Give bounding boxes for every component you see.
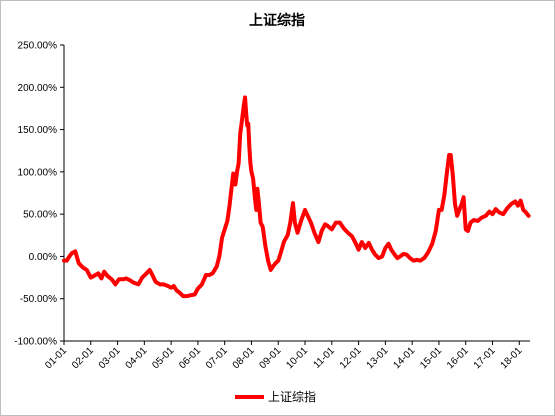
x-tick-label: 11-01: [312, 345, 338, 371]
x-tick-label: 18-01: [499, 345, 525, 371]
legend: 上证综指: [235, 389, 316, 404]
x-tick-label: 03-01: [97, 345, 123, 371]
x-tick-label: 06-01: [177, 345, 203, 371]
x-tick-label: 17-01: [472, 345, 498, 371]
y-tick-label: 250.00%: [18, 41, 58, 52]
series-group: [62, 95, 531, 299]
x-tick-label: 05-01: [150, 345, 176, 371]
x-tick-label: 12-01: [338, 345, 364, 371]
x-tick-label: 13-01: [365, 345, 391, 371]
y-tick-label: 200.00%: [18, 83, 58, 94]
y-tick-label: -100.00%: [14, 337, 57, 348]
x-tick-label: 10-01: [284, 345, 310, 371]
chart-title: 上证综指: [249, 12, 305, 29]
x-tick-label: 07-01: [204, 345, 230, 371]
x-tick-label: 08-01: [231, 345, 257, 371]
y-tick-label: 0.00%: [29, 252, 57, 263]
x-tick-label: 09-01: [258, 345, 284, 371]
y-tick-label: 100.00%: [18, 167, 58, 178]
x-tick-label: 14-01: [391, 345, 417, 371]
legend-label: 上证综指: [268, 389, 316, 404]
x-tick-label: 16-01: [445, 345, 471, 371]
x-tick-label: 15-01: [418, 345, 444, 371]
x-tick-label: 04-01: [124, 345, 150, 371]
x-tick-label: 02-01: [70, 345, 96, 371]
series-line-0: [62, 95, 531, 299]
y-tick-label: -50.00%: [20, 294, 57, 305]
y-tick-label: 50.00%: [23, 210, 57, 221]
y-axis: 250.00% 200.00% 150.00% 100.00% 50.00% 0.00% -…: [14, 41, 65, 348]
y-tick-label: 150.00%: [18, 125, 58, 136]
x-tick-label: 01-01: [43, 345, 69, 371]
x-axis: 01-01 02-01 03-01 04-01 05-01 06-01 07-01 08-01…: [43, 340, 530, 371]
